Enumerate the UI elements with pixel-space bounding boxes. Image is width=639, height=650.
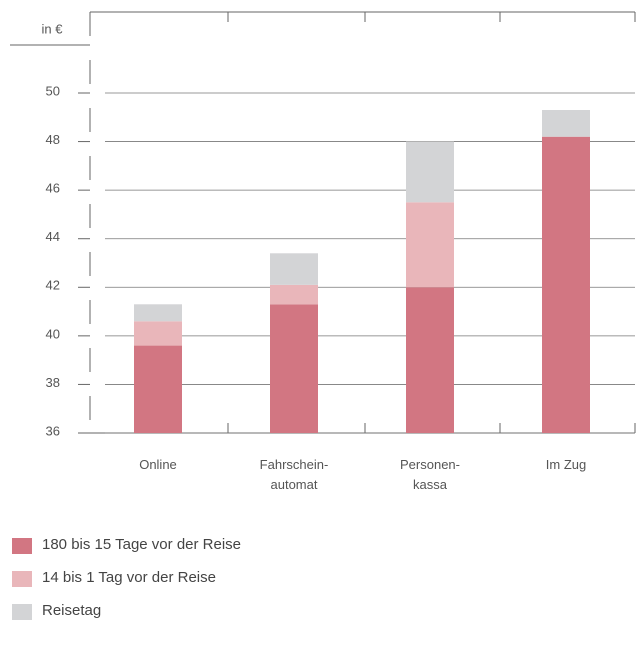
x-tick-label: Personen- kassa [400,457,460,492]
bar-segment [270,253,318,285]
legend-swatch [12,571,32,587]
y-tick-label: 46 [46,181,60,196]
y-tick-label: 38 [46,375,60,390]
bar-segment [406,202,454,288]
bar-segment [406,141,454,203]
x-tick-label: Im Zug [545,457,587,472]
y-unit: in € [42,21,64,36]
legend-label: 180 bis 15 Tage vor der Reise [42,536,242,553]
y-tick-label: 48 [46,132,60,147]
y-tick-label: 42 [46,278,60,293]
bar-segment [542,136,590,433]
x-tick-label: Online [139,457,177,472]
bar-segment [270,304,318,433]
y-tick-label: 36 [46,423,60,438]
bar-segment [134,345,182,433]
bar-segment [270,284,318,305]
y-tick-label: 50 [46,83,60,98]
y-tick-label: 44 [46,229,60,244]
x-tick-label: Fahrschein- automat [259,457,329,492]
legend-swatch [12,538,32,554]
frame [10,11,636,434]
bar-segment [134,304,182,322]
bar-segment [542,110,590,137]
legend-label: Reisetag [42,602,102,619]
bar-segment [134,321,182,346]
y-tick-label: 40 [46,326,60,341]
legend-label: 14 bis 1 Tag vor der Reise [42,569,216,586]
bar-segment [406,287,454,433]
legend-swatch [12,604,32,620]
